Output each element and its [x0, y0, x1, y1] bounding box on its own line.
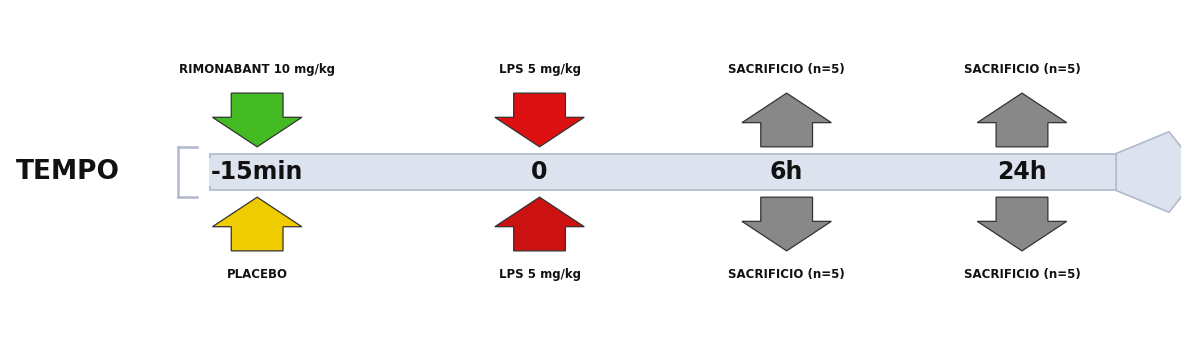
Text: LPS 5 mg/kg: LPS 5 mg/kg: [499, 268, 581, 281]
Text: 6h: 6h: [770, 160, 803, 184]
Text: TEMPO: TEMPO: [15, 159, 120, 185]
Text: -15min: -15min: [211, 160, 303, 184]
Text: PLACEBO: PLACEBO: [226, 268, 288, 281]
Text: LPS 5 mg/kg: LPS 5 mg/kg: [499, 63, 581, 76]
Text: SACRIFICIO (n=5): SACRIFICIO (n=5): [963, 268, 1081, 281]
Polygon shape: [978, 197, 1066, 251]
Text: 0: 0: [531, 160, 547, 184]
Polygon shape: [212, 197, 302, 251]
Polygon shape: [212, 93, 302, 147]
Polygon shape: [742, 93, 832, 147]
Text: SACRIFICIO (n=5): SACRIFICIO (n=5): [963, 63, 1081, 76]
Text: SACRIFICIO (n=5): SACRIFICIO (n=5): [729, 268, 845, 281]
Text: 24h: 24h: [997, 160, 1046, 184]
Polygon shape: [495, 197, 584, 251]
Polygon shape: [1116, 132, 1185, 212]
FancyBboxPatch shape: [210, 153, 1128, 191]
Polygon shape: [495, 93, 584, 147]
Polygon shape: [978, 93, 1066, 147]
Text: SACRIFICIO (n=5): SACRIFICIO (n=5): [729, 63, 845, 76]
Text: RIMONABANT 10 mg/kg: RIMONABANT 10 mg/kg: [179, 63, 335, 76]
Polygon shape: [742, 197, 832, 251]
